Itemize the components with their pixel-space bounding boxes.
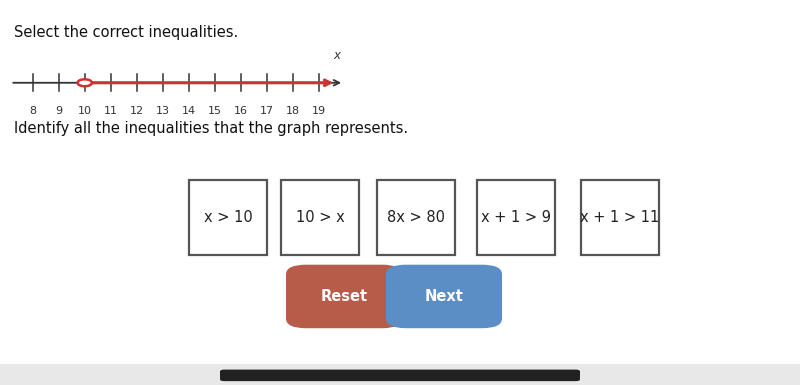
Text: 15: 15 [208,106,222,116]
Text: 13: 13 [156,106,170,116]
Text: 16: 16 [234,106,248,116]
Text: 19: 19 [312,106,326,116]
Text: 8: 8 [29,106,36,116]
Text: x + 1 > 11: x + 1 > 11 [580,210,660,225]
Text: 8x > 80: 8x > 80 [387,210,445,225]
Text: 12: 12 [130,106,144,116]
FancyBboxPatch shape [477,180,555,255]
Text: x: x [334,49,341,62]
Text: 11: 11 [104,106,118,116]
Text: Next: Next [425,289,463,304]
Text: x + 1 > 9: x + 1 > 9 [481,210,551,225]
Text: 18: 18 [286,106,300,116]
FancyBboxPatch shape [377,180,455,255]
FancyBboxPatch shape [386,265,502,328]
Text: Reset: Reset [321,289,367,304]
FancyBboxPatch shape [0,364,800,385]
Text: Select the correct inequalities.: Select the correct inequalities. [14,25,238,40]
Text: Identify all the inequalities that the graph represents.: Identify all the inequalities that the g… [14,121,409,136]
Text: 10: 10 [78,106,92,116]
FancyBboxPatch shape [581,180,659,255]
Circle shape [78,79,92,86]
FancyBboxPatch shape [281,180,359,255]
FancyBboxPatch shape [189,180,267,255]
FancyBboxPatch shape [220,370,580,381]
Text: 10 > x: 10 > x [296,210,344,225]
Text: 17: 17 [260,106,274,116]
Text: 14: 14 [182,106,196,116]
FancyBboxPatch shape [286,265,402,328]
Text: x > 10: x > 10 [204,210,252,225]
Text: 9: 9 [55,106,62,116]
